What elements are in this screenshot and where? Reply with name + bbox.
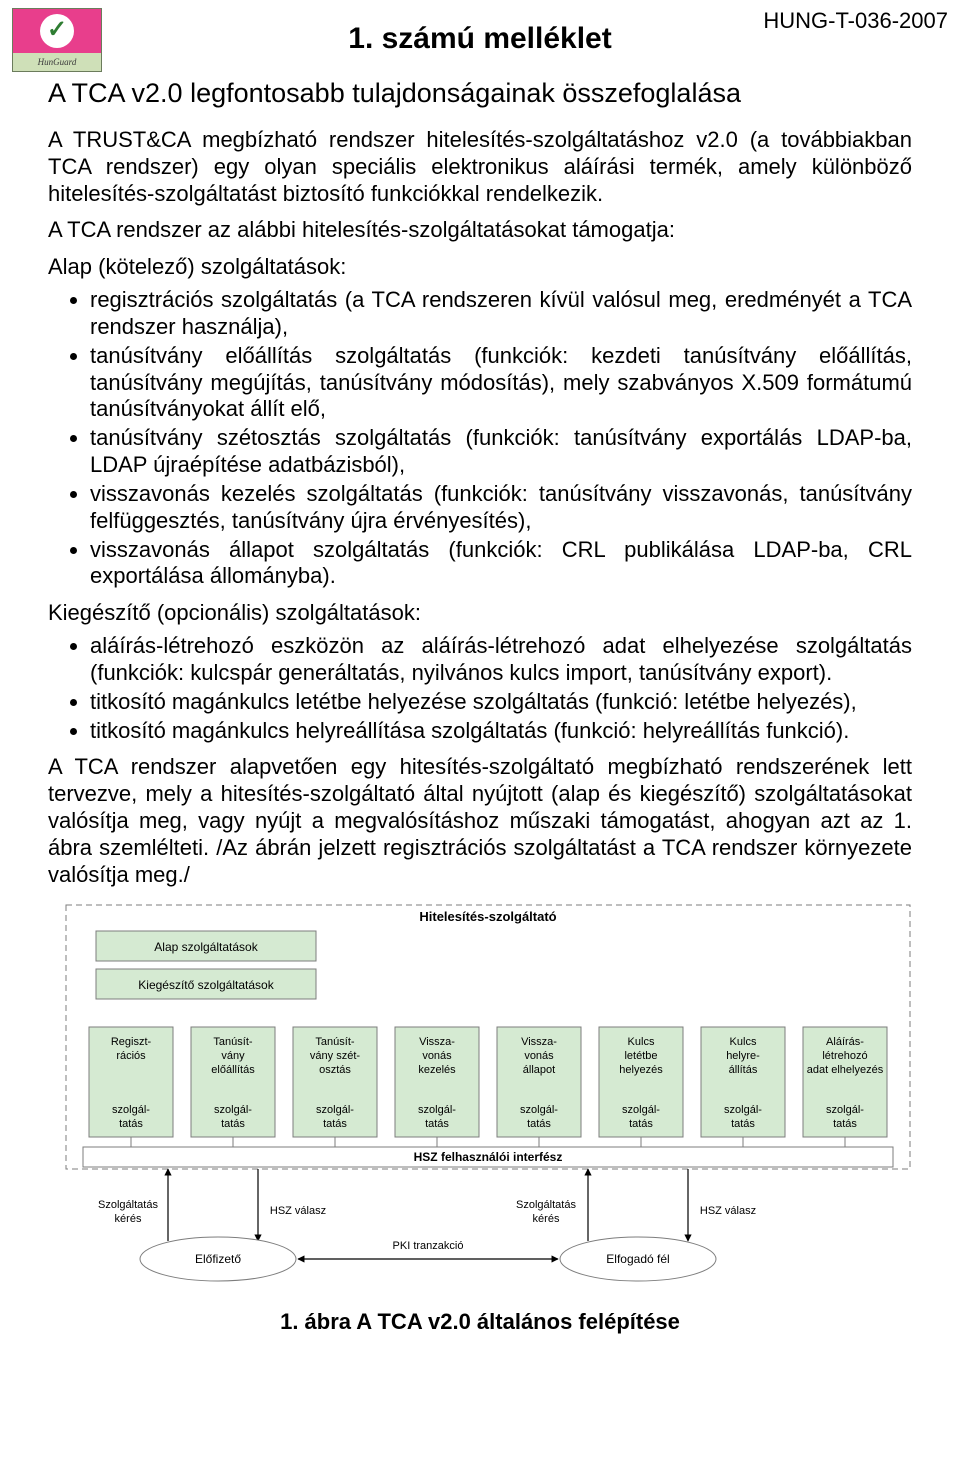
- svg-text:helyre-: helyre-: [726, 1050, 760, 1062]
- svg-text:vány szét-: vány szét-: [310, 1050, 360, 1062]
- svg-text:letétbe: letétbe: [624, 1050, 657, 1062]
- list-item: tanúsítvány előállítás szolgáltatás (fun…: [90, 343, 912, 423]
- svg-text:Kulcs: Kulcs: [628, 1036, 655, 1048]
- body-text: Kiegészítő (opcionális) szolgáltatások:: [48, 600, 912, 627]
- svg-text:Kiegészítő szolgáltatások: Kiegészítő szolgáltatások: [138, 978, 274, 992]
- svg-text:osztás: osztás: [319, 1064, 351, 1076]
- svg-text:helyezés: helyezés: [619, 1064, 663, 1076]
- svg-text:állapot: állapot: [523, 1064, 555, 1076]
- document-page: HunGuard HUNG-T-036-2007 1. számú mellék…: [0, 0, 960, 1476]
- svg-text:tatás: tatás: [527, 1118, 551, 1130]
- svg-text:Vissza-: Vissza-: [419, 1036, 455, 1048]
- svg-text:Elfogadó fél: Elfogadó fél: [606, 1252, 669, 1266]
- svg-text:tatás: tatás: [833, 1118, 857, 1130]
- svg-text:tatás: tatás: [221, 1118, 245, 1130]
- svg-text:HSZ válasz: HSZ válasz: [700, 1205, 756, 1217]
- svg-text:szolgál-: szolgál-: [826, 1104, 864, 1116]
- body-text: A TCA rendszer alapvetően egy hitesítés-…: [48, 754, 912, 888]
- svg-text:rációs: rációs: [116, 1050, 146, 1062]
- brand-name: HunGuard: [13, 53, 101, 71]
- brand-logo: HunGuard: [12, 8, 102, 72]
- svg-text:szolgál-: szolgál-: [724, 1104, 762, 1116]
- svg-text:Regiszt-: Regiszt-: [111, 1036, 152, 1048]
- figure-caption: 1. ábra A TCA v2.0 általános felépítése: [48, 1309, 912, 1335]
- svg-text:szolgál-: szolgál-: [112, 1104, 150, 1116]
- svg-text:adat elhelyezés: adat elhelyezés: [807, 1064, 884, 1076]
- svg-text:Alap szolgáltatások: Alap szolgáltatások: [154, 940, 258, 954]
- svg-text:Tanúsít-: Tanúsít-: [213, 1036, 252, 1048]
- svg-text:állítás: állítás: [729, 1064, 758, 1076]
- paragraph: Kiegészítő (opcionális) szolgáltatások:: [48, 600, 912, 627]
- list-item: visszavonás kezelés szolgáltatás (funkci…: [90, 481, 912, 535]
- svg-text:létrehozó: létrehozó: [822, 1050, 867, 1062]
- document-id: HUNG-T-036-2007: [763, 8, 948, 34]
- svg-text:vonás: vonás: [422, 1050, 452, 1062]
- svg-text:szolgál-: szolgál-: [622, 1104, 660, 1116]
- svg-text:tatás: tatás: [323, 1118, 347, 1130]
- paragraph: A TCA rendszer alapvetően egy hitesítés-…: [48, 754, 912, 888]
- svg-text:Szolgáltatás: Szolgáltatás: [98, 1199, 158, 1211]
- figure-1: Hitelesítés-szolgáltató Alap szolgáltatás…: [48, 899, 912, 1335]
- optional-services-list: aláírás-létrehozó eszközön az aláírás-lé…: [48, 633, 912, 744]
- svg-text:tatás: tatás: [119, 1118, 143, 1130]
- list-item: tanúsítvány szétosztás szolgáltatás (fun…: [90, 425, 912, 479]
- svg-text:vonás: vonás: [524, 1050, 554, 1062]
- paragraph: Alap (kötelező) szolgáltatások:: [48, 254, 912, 281]
- list-item: titkosító magánkulcs helyreállítása szol…: [90, 718, 912, 745]
- list-item: titkosító magánkulcs letétbe helyezése s…: [90, 689, 912, 716]
- svg-text:Hitelesítés-szolgáltató: Hitelesítés-szolgáltató: [419, 909, 556, 924]
- summary-title: A TCA v2.0 legfontosabb tulajdonságainak…: [48, 78, 912, 109]
- body-text: A TRUST&CA megbízható rendszer hitelesít…: [48, 127, 912, 281]
- svg-text:HSZ válasz: HSZ válasz: [270, 1205, 326, 1217]
- check-icon: [13, 9, 101, 53]
- list-item: regisztrációs szolgáltatás (a TCA rendsz…: [90, 287, 912, 341]
- svg-text:HSZ felhasználói interfész: HSZ felhasználói interfész: [414, 1150, 563, 1164]
- list-item: visszavonás állapot szolgáltatás (funkci…: [90, 537, 912, 591]
- svg-text:előállítás: előállítás: [211, 1064, 255, 1076]
- svg-text:tatás: tatás: [731, 1118, 755, 1130]
- svg-text:szolgál-: szolgál-: [214, 1104, 252, 1116]
- paragraph: A TCA rendszer az alábbi hitelesítés-szo…: [48, 217, 912, 244]
- svg-text:Tanúsít-: Tanúsít-: [315, 1036, 354, 1048]
- svg-text:PKI tranzakció: PKI tranzakció: [393, 1240, 464, 1252]
- svg-text:kérés: kérés: [115, 1213, 142, 1225]
- svg-text:kérés: kérés: [533, 1213, 560, 1225]
- svg-text:Szolgáltatás: Szolgáltatás: [516, 1199, 576, 1211]
- list-item: aláírás-létrehozó eszközön az aláírás-lé…: [90, 633, 912, 687]
- svg-text:Aláírás-: Aláírás-: [826, 1036, 864, 1048]
- svg-text:Vissza-: Vissza-: [521, 1036, 557, 1048]
- svg-text:kezelés: kezelés: [418, 1064, 456, 1076]
- svg-text:szolgál-: szolgál-: [520, 1104, 558, 1116]
- svg-text:tatás: tatás: [629, 1118, 653, 1130]
- paragraph: A TRUST&CA megbízható rendszer hitelesít…: [48, 127, 912, 207]
- svg-text:Kulcs: Kulcs: [730, 1036, 757, 1048]
- svg-text:tatás: tatás: [425, 1118, 449, 1130]
- svg-text:szolgál-: szolgál-: [418, 1104, 456, 1116]
- basic-services-list: regisztrációs szolgáltatás (a TCA rendsz…: [48, 287, 912, 590]
- svg-text:vány: vány: [221, 1050, 245, 1062]
- svg-text:szolgál-: szolgál-: [316, 1104, 354, 1116]
- architecture-diagram: Hitelesítés-szolgáltató Alap szolgáltatás…: [48, 899, 928, 1299]
- svg-text:Előfizető: Előfizető: [195, 1252, 241, 1266]
